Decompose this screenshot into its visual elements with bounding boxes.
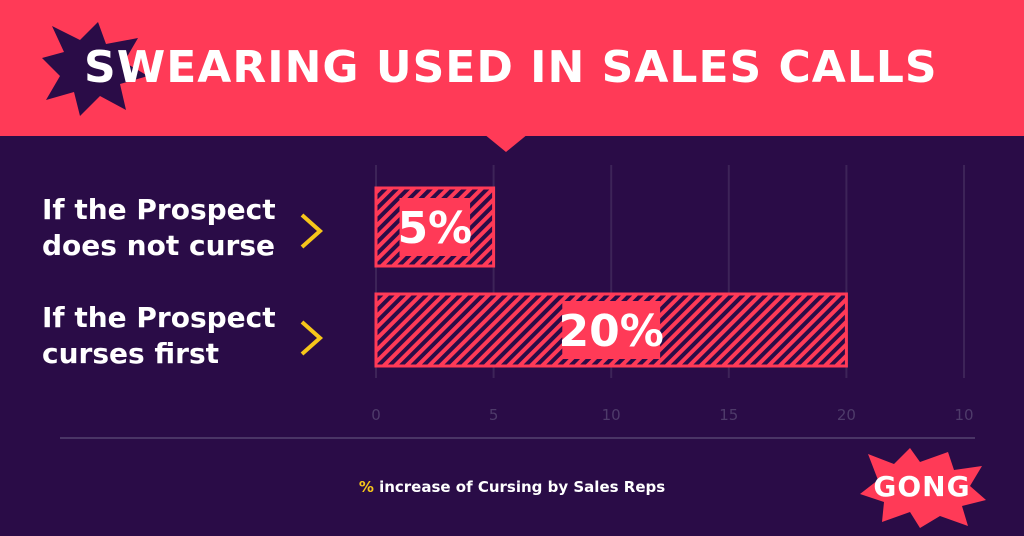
data-label-bg-0 <box>399 198 471 256</box>
data-label-1: 20% <box>559 306 664 357</box>
page-title: SWEARING USED IN SALES CALLS <box>84 42 938 93</box>
x-axis-title: % increase of Cursing by Sales Reps <box>0 478 1024 496</box>
gong-logo-starburst-icon <box>860 448 986 528</box>
data-label-bg-1 <box>562 301 661 359</box>
category-label-0-line-1: If the Prospect <box>42 193 276 226</box>
x-tick-label: 15 <box>719 406 738 424</box>
x-axis-title-text: increase of Cursing by Sales Reps <box>373 478 666 496</box>
category-label-1-line-1: If the Prospect <box>42 301 276 334</box>
x-tick-label: 20 <box>837 406 856 424</box>
category-label-1-line-2: curses first <box>42 337 220 370</box>
x-tick-label: 10 <box>954 406 973 424</box>
x-tick-label: 5 <box>489 406 499 424</box>
x-axis-title-percent: % <box>358 478 374 496</box>
chevron-right-icon <box>300 320 324 356</box>
title-banner <box>0 0 1024 136</box>
banner-notch <box>484 134 528 152</box>
starburst-icon <box>42 22 148 116</box>
category-label-0: If the Prospect does not curse <box>42 192 276 264</box>
data-label-0: 5% <box>397 203 472 254</box>
x-tick-label: 10 <box>602 406 621 424</box>
category-label-1: If the Prospect curses first <box>42 300 276 372</box>
chevron-right-icon <box>300 213 324 249</box>
x-tick-label: 0 <box>371 406 381 424</box>
category-label-0-line-2: does not curse <box>42 229 275 262</box>
gong-logo-text: GONG <box>873 470 971 503</box>
